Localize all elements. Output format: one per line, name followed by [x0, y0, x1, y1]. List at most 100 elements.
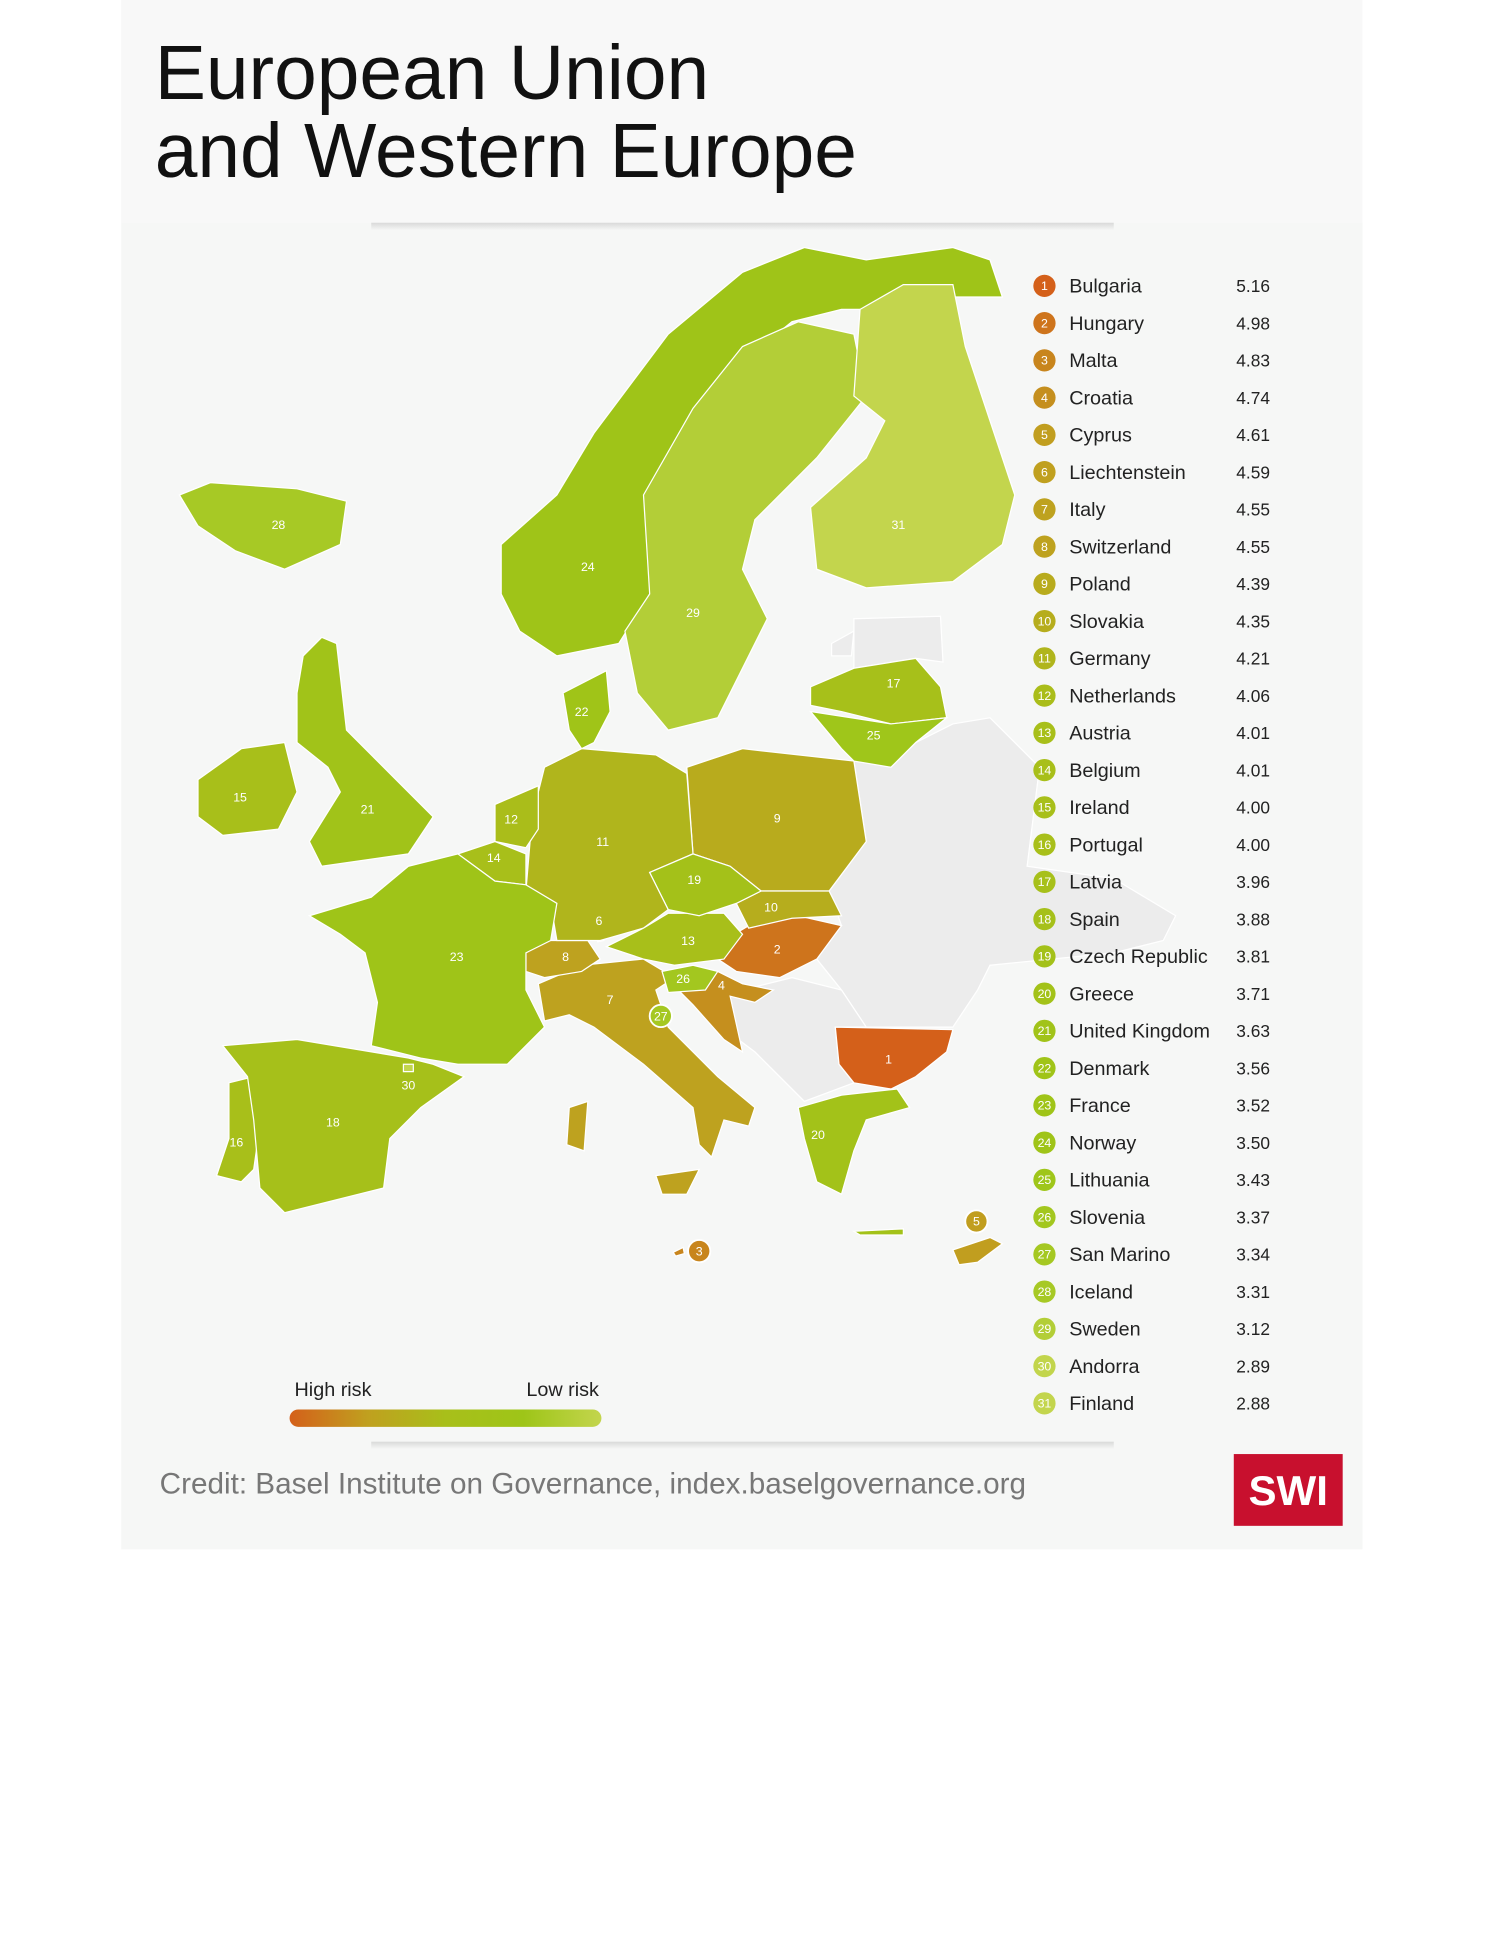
country-shape — [809, 284, 1016, 589]
country-name: Italy — [1069, 499, 1105, 521]
score: 4.06 — [1236, 686, 1270, 706]
rank-number: 27 — [1038, 1248, 1052, 1262]
legend-high: High risk — [295, 1379, 372, 1401]
rank-number: 15 — [1038, 801, 1052, 815]
rank-badge — [1033, 1317, 1056, 1340]
country-name: United Kingdom — [1069, 1021, 1210, 1043]
map-marker — [648, 1003, 673, 1029]
rank-badge — [1033, 1205, 1056, 1229]
rank-badge — [1033, 647, 1056, 670]
map-label: 6 — [596, 914, 603, 928]
score: 3.71 — [1236, 984, 1270, 1004]
score: 3.52 — [1236, 1096, 1270, 1116]
country-shape — [494, 784, 539, 849]
rank-badge — [1033, 460, 1056, 484]
score: 3.12 — [1236, 1319, 1270, 1339]
map-label: 25 — [867, 728, 881, 742]
map-label: 24 — [581, 560, 595, 574]
score: 3.88 — [1236, 909, 1270, 929]
country-name: Portugal — [1069, 834, 1143, 856]
rank-badge — [1033, 311, 1056, 335]
country-shape — [307, 853, 558, 1065]
rank-badge — [1033, 982, 1056, 1005]
country-shape — [178, 481, 348, 570]
legend-bar — [289, 1409, 602, 1427]
country-shape — [604, 912, 744, 966]
rank-number: 9 — [1041, 577, 1048, 591]
rank-number: 7 — [1041, 503, 1048, 517]
rank-number: 10 — [1038, 614, 1052, 628]
country-shape — [809, 710, 949, 768]
country-name: Andorra — [1069, 1356, 1139, 1378]
rank-badge — [1033, 1354, 1056, 1378]
rank-badge — [1033, 1094, 1056, 1117]
score: 3.31 — [1236, 1282, 1270, 1302]
rank-number: 31 — [1038, 1397, 1052, 1411]
rank-number: 26 — [1038, 1210, 1052, 1224]
country-name: Cyprus — [1069, 425, 1132, 447]
rank-badge — [1033, 833, 1056, 856]
country-name: Greece — [1069, 983, 1134, 1005]
country-name: Denmark — [1069, 1058, 1149, 1080]
score: 4.01 — [1236, 723, 1270, 743]
score: 4.00 — [1236, 835, 1270, 855]
country-shape — [296, 636, 434, 867]
rank-badge — [1033, 1131, 1056, 1154]
map-label: 28 — [272, 518, 286, 532]
map-label: 2 — [774, 942, 781, 956]
rank-badge — [1033, 1056, 1056, 1080]
score: 4.61 — [1236, 425, 1270, 445]
rank-number: 2 — [1041, 316, 1048, 330]
map-label: 29 — [686, 606, 700, 620]
country-name: Finland — [1069, 1393, 1134, 1415]
rank-number: 12 — [1038, 689, 1052, 703]
rank-number: 5 — [1041, 428, 1048, 442]
country-shape — [797, 1088, 911, 1196]
rank-number: 22 — [1038, 1061, 1052, 1075]
rank-number: 11 — [1038, 652, 1051, 666]
score: 4.55 — [1236, 537, 1270, 557]
rank-badge — [1033, 907, 1056, 931]
score: 3.34 — [1236, 1245, 1270, 1265]
country-name: Latvia — [1069, 872, 1122, 894]
country-name: Malta — [1069, 350, 1117, 372]
map-label: 31 — [892, 518, 906, 532]
country-name: Norway — [1069, 1132, 1136, 1154]
rank-number: 18 — [1038, 912, 1052, 926]
country-shape — [672, 1246, 686, 1257]
score: 4.39 — [1236, 574, 1270, 594]
other-country — [830, 630, 855, 657]
country-shape — [648, 853, 763, 917]
rank-number: 13 — [1038, 726, 1052, 740]
rank-number: 21 — [1038, 1024, 1052, 1038]
map: 1234567891011121314151617181920212223242… — [178, 246, 1177, 1266]
map-marker — [964, 1209, 989, 1234]
rank-badge — [1033, 721, 1056, 744]
rank-badge — [1033, 349, 1056, 372]
rank-number: 17 — [1038, 875, 1052, 889]
country-name: Slovenia — [1069, 1207, 1145, 1229]
rank-number: 6 — [1041, 465, 1048, 479]
rank-badge — [1033, 572, 1056, 595]
country-shape — [655, 1168, 701, 1195]
country-name: Bulgaria — [1069, 276, 1142, 298]
score: 2.89 — [1236, 1356, 1270, 1376]
country-shape — [624, 321, 867, 731]
map-label: 10 — [764, 900, 778, 914]
rank-badge — [1033, 1243, 1056, 1266]
map-label: 9 — [774, 811, 781, 825]
country-name: Croatia — [1069, 387, 1133, 409]
score: 4.01 — [1236, 760, 1270, 780]
map-label: 1 — [885, 1053, 892, 1067]
country-name: San Marino — [1069, 1244, 1170, 1266]
country-shape — [952, 1236, 1004, 1266]
map-label: 17 — [887, 676, 901, 690]
map-label: 12 — [504, 813, 518, 827]
other-country — [853, 615, 944, 669]
country-name: Iceland — [1069, 1281, 1133, 1303]
rank-number: 4 — [1041, 391, 1048, 405]
score: 4.00 — [1236, 798, 1270, 818]
country-name: Liechtenstein — [1069, 462, 1186, 484]
country-shape — [197, 741, 298, 836]
map-label: 5 — [973, 1215, 980, 1229]
